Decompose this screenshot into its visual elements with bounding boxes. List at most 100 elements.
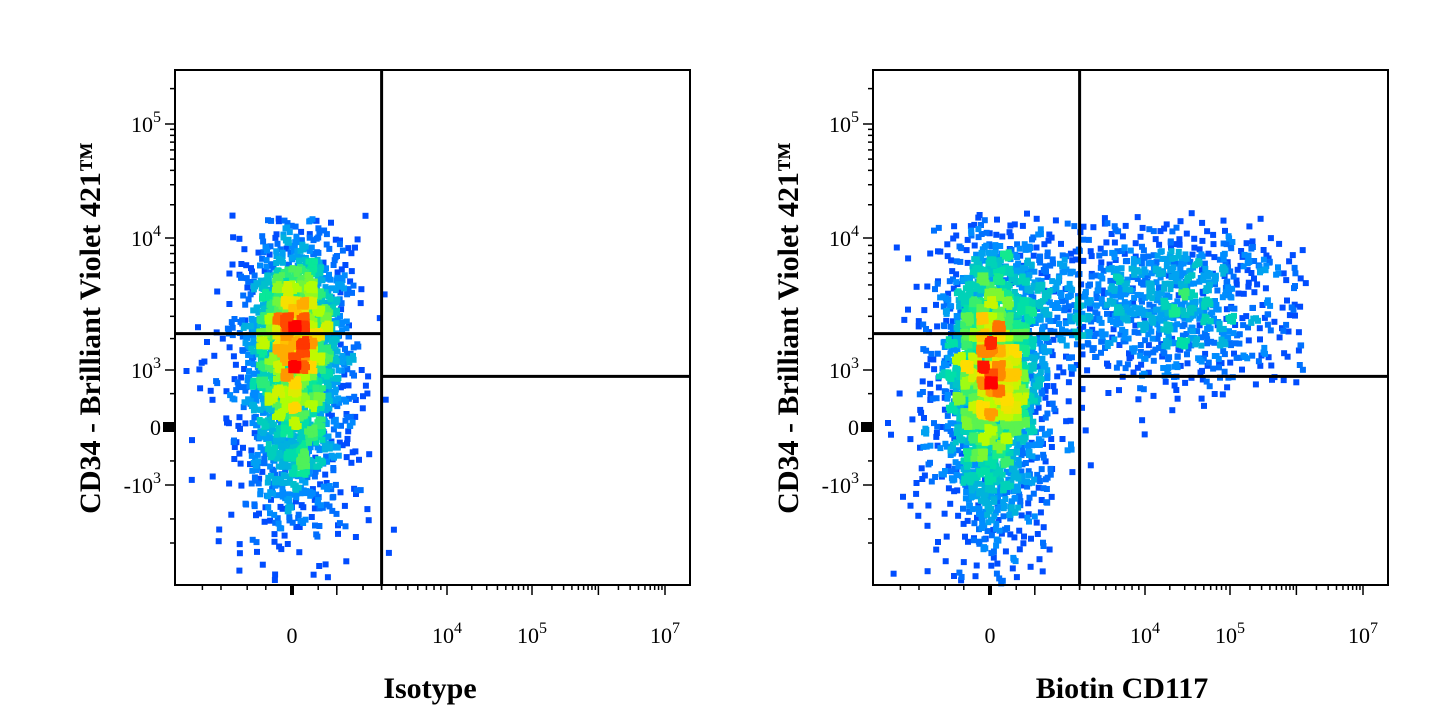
data-point bbox=[958, 574, 965, 580]
data-point bbox=[986, 508, 992, 515]
data-point bbox=[276, 367, 283, 374]
data-point bbox=[277, 503, 284, 510]
data-point bbox=[264, 314, 271, 321]
data-point bbox=[1038, 425, 1045, 432]
data-point bbox=[236, 541, 243, 548]
data-point bbox=[345, 428, 352, 435]
data-point bbox=[963, 274, 970, 281]
data-point bbox=[1065, 398, 1072, 405]
data-point bbox=[356, 456, 362, 463]
data-point bbox=[1140, 247, 1147, 254]
data-point bbox=[347, 355, 354, 362]
data-point bbox=[323, 241, 330, 248]
data-point bbox=[971, 221, 978, 228]
data-point bbox=[1245, 337, 1252, 344]
data-point bbox=[1043, 306, 1049, 313]
data-point bbox=[1104, 343, 1111, 349]
data-point bbox=[324, 309, 331, 316]
data-point bbox=[1037, 439, 1044, 446]
data-point bbox=[293, 439, 300, 446]
data-point bbox=[284, 261, 291, 268]
data-point bbox=[926, 329, 933, 336]
data-point bbox=[1103, 239, 1110, 246]
data-point bbox=[1019, 264, 1026, 271]
data-point bbox=[240, 404, 247, 411]
data-point bbox=[357, 300, 364, 307]
data-point bbox=[921, 415, 927, 421]
data-point bbox=[927, 380, 934, 387]
data-point bbox=[1283, 321, 1290, 328]
data-point bbox=[1010, 474, 1017, 481]
data-point bbox=[1139, 224, 1146, 231]
data-point bbox=[1096, 252, 1103, 259]
data-point bbox=[1105, 266, 1112, 273]
data-point bbox=[1168, 274, 1175, 280]
data-point bbox=[267, 510, 273, 517]
data-point bbox=[286, 498, 293, 505]
data-point bbox=[950, 285, 957, 292]
data-point bbox=[1163, 221, 1170, 228]
data-point bbox=[327, 300, 334, 307]
data-point bbox=[917, 444, 923, 451]
data-point bbox=[243, 275, 250, 282]
data-point bbox=[1024, 442, 1030, 449]
data-point bbox=[943, 362, 950, 369]
data-point bbox=[1063, 253, 1070, 260]
data-point bbox=[267, 517, 274, 524]
data-point bbox=[1295, 347, 1302, 354]
data-point bbox=[1038, 270, 1045, 277]
data-point bbox=[283, 245, 290, 252]
data-point bbox=[289, 266, 296, 273]
data-point bbox=[915, 318, 922, 325]
data-point bbox=[1267, 235, 1274, 242]
data-point bbox=[1107, 317, 1114, 323]
data-point bbox=[1187, 280, 1194, 287]
data-point bbox=[1121, 290, 1128, 297]
data-point bbox=[331, 299, 338, 306]
data-point bbox=[1222, 227, 1228, 234]
data-point bbox=[274, 515, 281, 522]
data-point bbox=[950, 276, 956, 283]
data-point bbox=[1062, 297, 1069, 304]
data-point bbox=[1177, 218, 1184, 225]
data-point bbox=[321, 313, 328, 320]
data-point bbox=[1031, 279, 1038, 286]
data-point bbox=[311, 302, 318, 309]
data-point bbox=[1055, 305, 1062, 311]
data-point bbox=[322, 304, 329, 311]
data-point bbox=[269, 451, 276, 458]
data-point bbox=[331, 257, 338, 264]
data-point bbox=[307, 488, 314, 495]
data-point bbox=[1012, 251, 1019, 258]
data-point bbox=[328, 338, 335, 345]
data-point bbox=[264, 318, 271, 325]
data-point bbox=[1008, 498, 1015, 505]
data-point bbox=[253, 539, 260, 546]
data-point bbox=[329, 507, 336, 514]
data-point bbox=[1162, 294, 1169, 301]
data-point bbox=[1126, 355, 1133, 362]
data-point bbox=[971, 462, 977, 469]
data-point bbox=[1105, 390, 1112, 396]
data-point bbox=[1166, 354, 1173, 361]
data-point bbox=[1180, 255, 1187, 261]
data-point bbox=[1281, 350, 1288, 357]
data-point bbox=[256, 316, 263, 323]
data-point bbox=[291, 242, 298, 249]
data-point bbox=[944, 395, 951, 402]
data-point bbox=[1033, 519, 1040, 526]
data-point bbox=[1178, 284, 1185, 291]
data-point bbox=[933, 395, 940, 402]
data-point bbox=[318, 403, 325, 410]
data-point bbox=[1071, 223, 1078, 230]
data-point bbox=[310, 299, 317, 305]
data-point bbox=[331, 343, 338, 350]
data-point bbox=[245, 296, 252, 303]
data-point bbox=[951, 573, 957, 579]
data-point bbox=[1112, 292, 1119, 299]
data-point bbox=[1121, 334, 1128, 341]
data-point bbox=[971, 242, 978, 249]
data-point bbox=[1031, 268, 1038, 275]
data-point bbox=[943, 310, 950, 317]
data-point bbox=[313, 531, 320, 538]
